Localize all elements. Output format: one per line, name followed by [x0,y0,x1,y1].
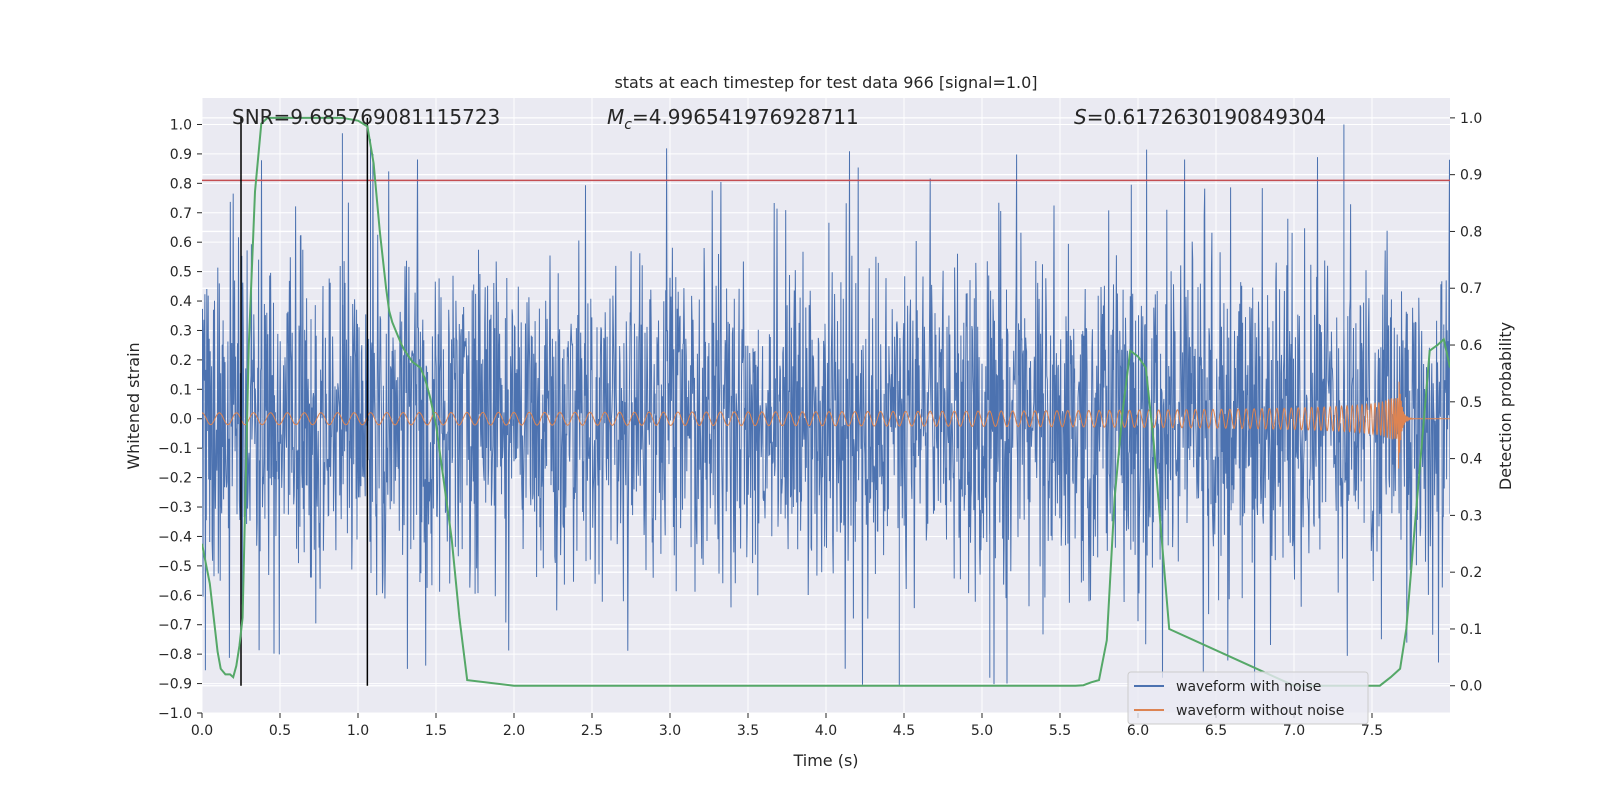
x-tick-label: 7.5 [1361,723,1383,739]
y-tick-label: 0.3 [170,323,192,339]
legend-box [1127,671,1369,725]
y-tick-label: 0.5 [170,265,192,281]
y-tick-label: −0.3 [158,500,192,516]
y-tick-label: −0.8 [158,647,192,663]
x-tick-label: 4.5 [893,723,915,739]
x-tick-label: 0.0 [191,723,213,739]
x-tick-label: 6.5 [1205,723,1227,739]
y2-tick-label: 1.0 [1460,111,1482,127]
y-tick-label: 0.7 [170,206,192,222]
x-tick-label: 7.0 [1283,723,1305,739]
y-tick-label: −1.0 [158,706,192,722]
series-waveform-without-noise [202,381,1450,469]
mc-symbol: M [607,105,624,129]
mc-value: =4.996541976928711 [632,105,859,129]
y2-tick-label: 0.5 [1460,395,1482,411]
y-axis-label: Whitened strain [124,342,143,469]
y-tick-label: −0.4 [158,529,192,545]
x-tick-label: 1.5 [425,723,447,739]
x-tick-label: 0.5 [269,723,291,739]
y2-tick-label: 0.6 [1460,338,1482,354]
x-tick-label: 2.0 [503,723,525,739]
x-tick-label: 3.0 [659,723,681,739]
y2-tick-label: 0.3 [1460,508,1482,524]
legend: waveform with noise waveform without noi… [1127,671,1369,725]
x-axis-label: Time (s) [792,751,858,770]
series-waveform-with-noise [202,124,1450,687]
y-tick-label: −0.2 [158,471,192,487]
y-tick-label: 1.0 [170,117,192,133]
s-value: =0.6172630190849304 [1087,105,1326,129]
x-axis: 0.0 0.5 1.0 1.5 2.0 2.5 3.0 3.5 4.0 4.5 5.0 5.5 6.0 6… [191,713,1383,739]
y-tick-label: −0.7 [158,618,192,634]
y-tick-label: 0.6 [170,235,192,251]
s-symbol: S [1074,105,1087,129]
vertical-markers [240,117,369,686]
y-tick-label: −0.9 [158,677,192,693]
mc-subscript: c [624,117,632,133]
y-tick-label: −0.6 [158,588,192,604]
x-tick-label: 3.5 [737,723,759,739]
y-axis-left: −1.0 −0.9 −0.8 −0.7 −0.6 −0.5 −0.4 −0.3 −0.2 −0.1… [158,117,202,722]
y-tick-label: 0.8 [170,176,192,192]
y2-axis-label: Detection probability [1496,322,1515,490]
x-tick-label: 6.0 [1127,723,1149,739]
y-axis-right: 0.0 0.1 0.2 0.3 0.4 0.5 0.6 0.7 0.8 0.9 1.0 [1450,111,1482,695]
chart-title: stats at each timestep for test data 966… [614,73,1037,92]
mc-annotation: Mc=4.996541976928711 [607,105,859,133]
y2-tick-label: 0.0 [1460,679,1482,695]
legend-label-noise: waveform with noise [1176,679,1321,695]
y-tick-label: −0.5 [158,559,192,575]
y2-tick-label: 0.4 [1460,452,1482,468]
y-tick-label: 0.9 [170,147,192,163]
s-annotation: S=0.6172630190849304 [1074,105,1326,129]
snr-annotation: SNR=9.685769081115723 [232,105,500,129]
x-tick-label: 2.5 [581,723,603,739]
y2-tick-label: 0.9 [1460,168,1482,184]
y-tick-label: −0.1 [158,441,192,457]
y2-tick-label: 0.1 [1460,622,1482,638]
y-tick-label: 0.1 [170,382,192,398]
y2-tick-label: 0.2 [1460,565,1482,581]
y-tick-label: 0.2 [170,353,192,369]
x-tick-label: 5.0 [971,723,993,739]
y-tick-label: 0.0 [170,412,192,428]
y2-tick-label: 0.8 [1460,224,1482,240]
x-tick-label: 4.0 [815,723,837,739]
x-tick-label: 1.0 [347,723,369,739]
y-tick-label: 0.4 [170,294,192,310]
legend-label-clean: waveform without noise [1176,703,1344,719]
y2-tick-label: 0.7 [1460,281,1482,297]
x-tick-label: 5.5 [1049,723,1071,739]
